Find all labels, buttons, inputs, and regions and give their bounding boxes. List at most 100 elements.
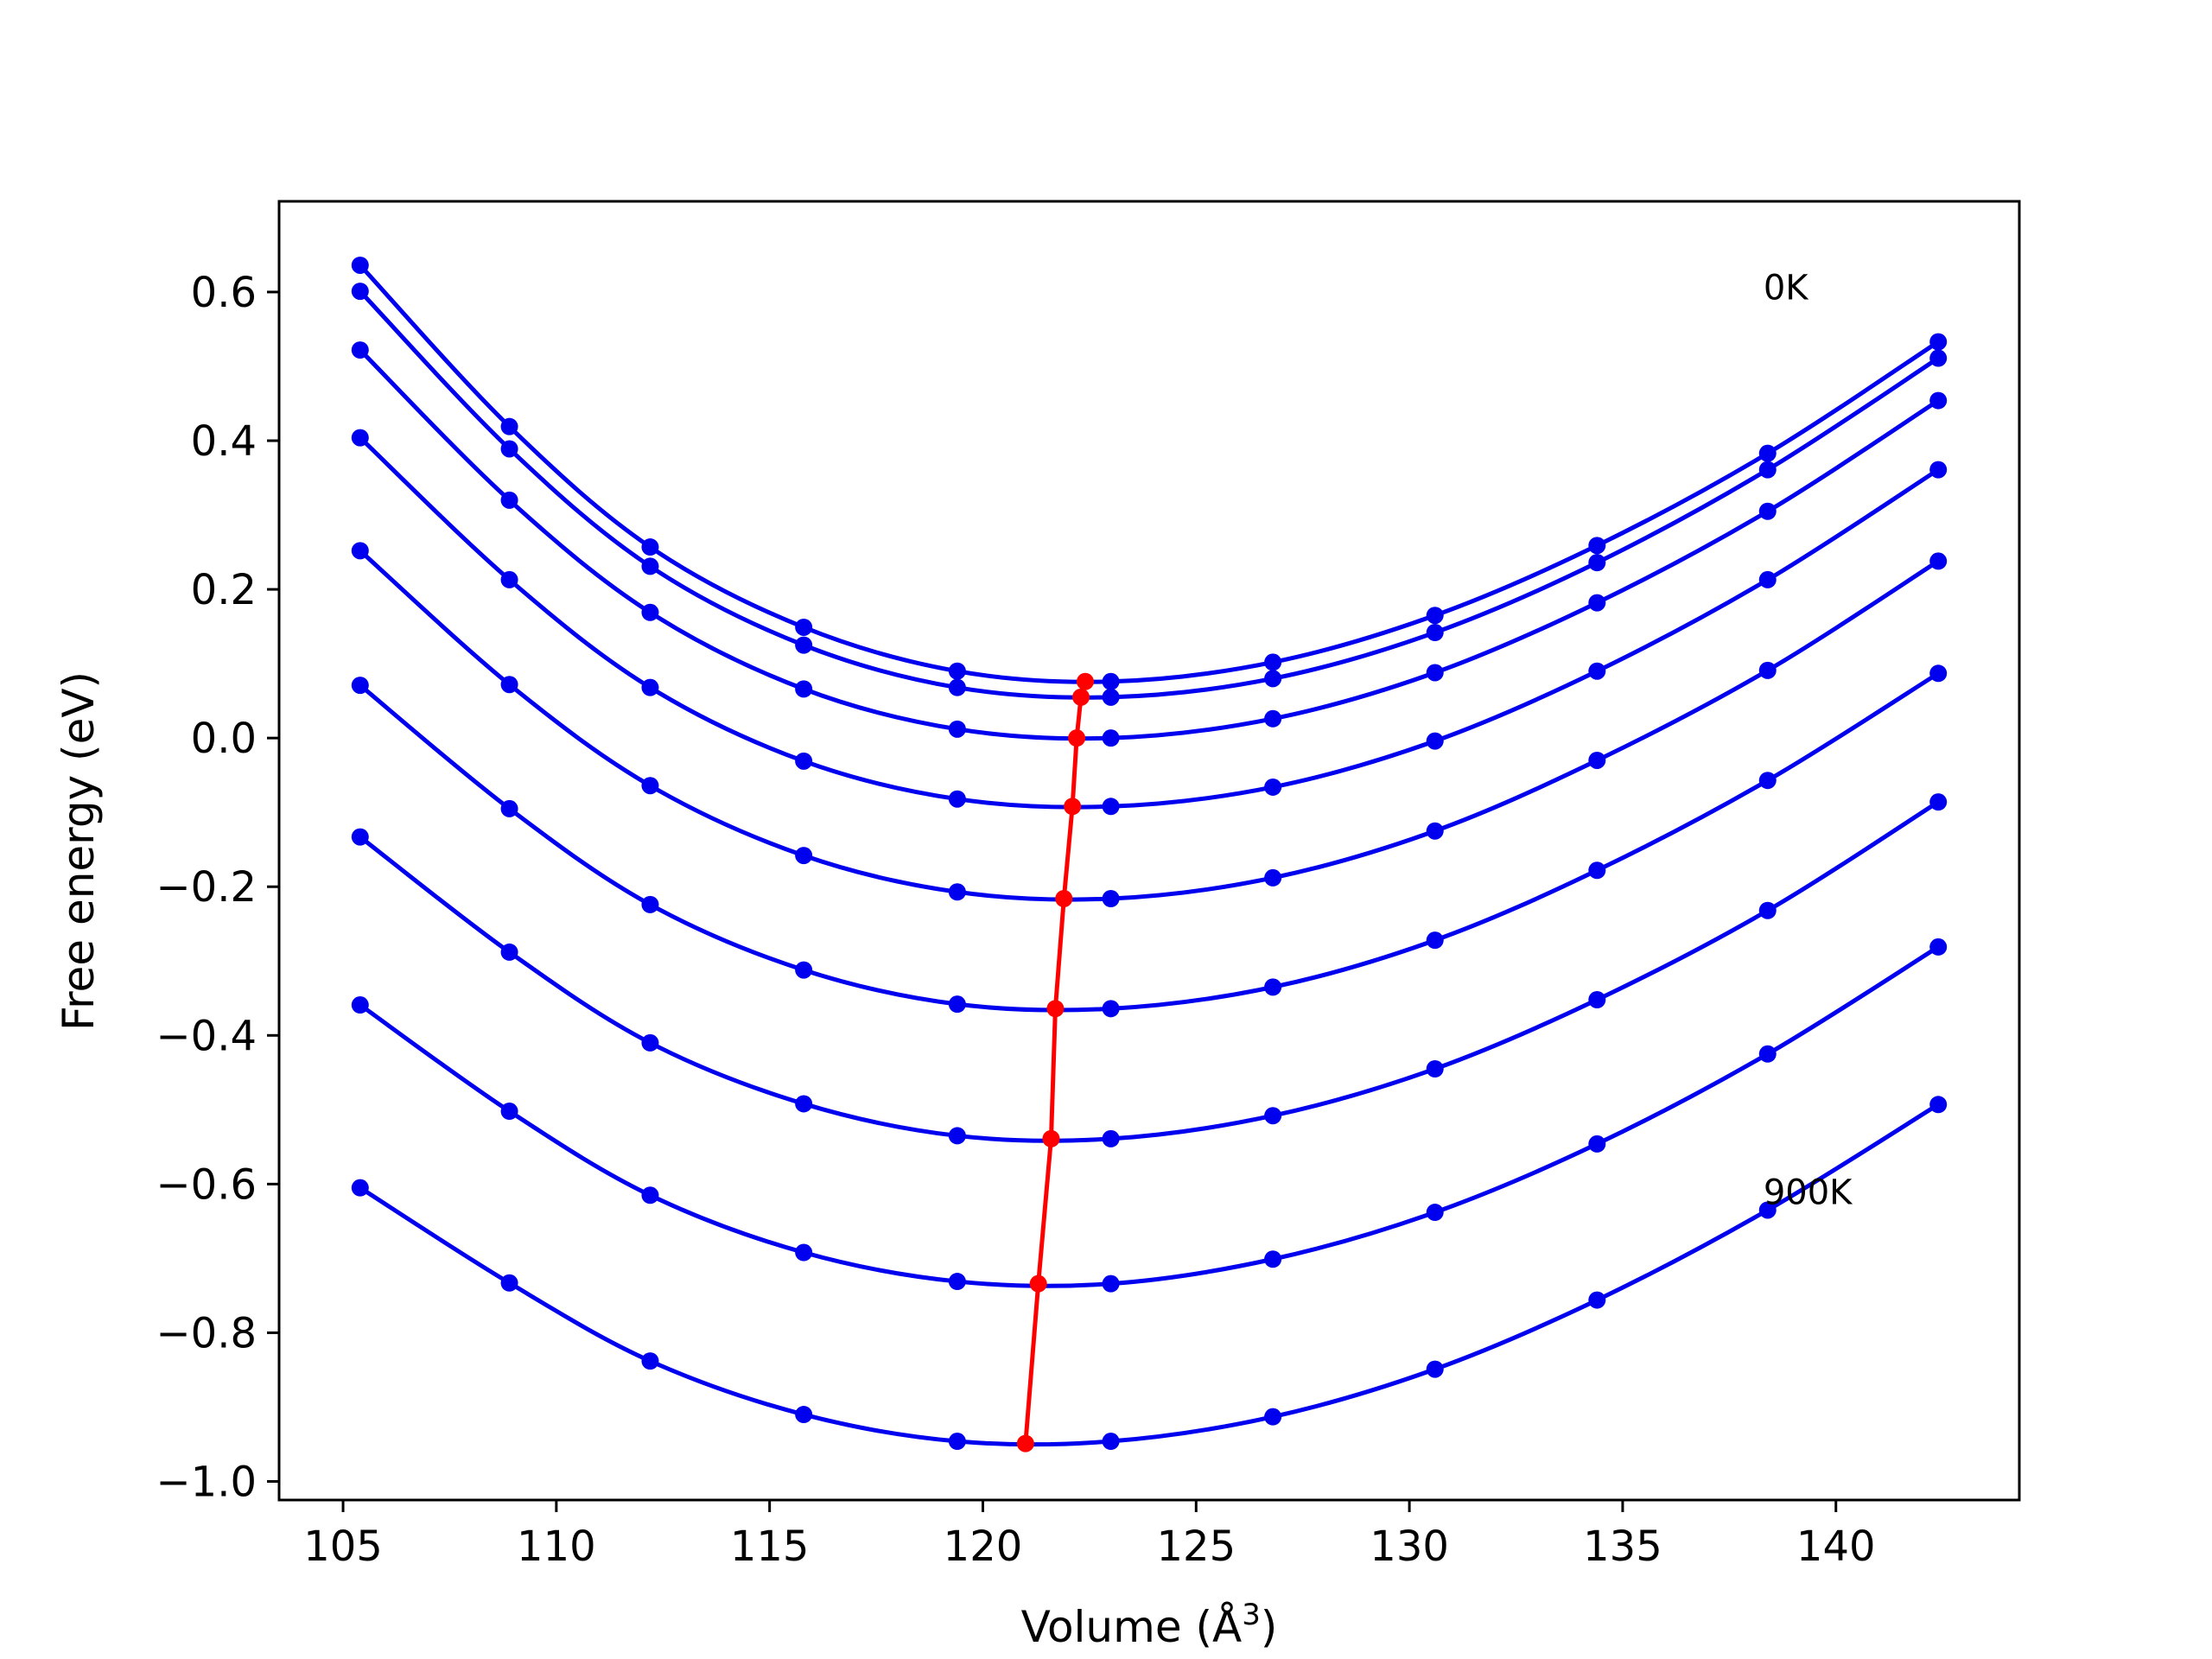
data-point	[1426, 664, 1444, 682]
data-point	[641, 1186, 659, 1205]
x-tick-label: 105	[303, 1522, 383, 1571]
data-point	[1264, 868, 1282, 887]
data-point	[1588, 662, 1606, 680]
data-point	[948, 1273, 966, 1291]
series-line	[359, 549, 1940, 902]
data-point	[641, 777, 659, 795]
data-point	[1929, 938, 1948, 956]
data-point	[1102, 672, 1120, 690]
minimum-point	[1055, 889, 1073, 907]
data-point	[948, 1127, 966, 1145]
data-point	[641, 603, 659, 621]
data-point	[1426, 1204, 1444, 1222]
data-point	[1588, 751, 1606, 769]
data-point	[1929, 349, 1948, 367]
y-tick-label: 0.6	[191, 269, 257, 317]
data-point	[1426, 732, 1444, 750]
data-point	[1102, 889, 1120, 907]
data-point	[1264, 978, 1282, 996]
data-point	[641, 557, 659, 575]
data-point	[1426, 623, 1444, 641]
data-point	[1758, 570, 1777, 588]
data-point	[500, 676, 518, 694]
data-point	[795, 1095, 813, 1113]
y-tick-label: −0.2	[156, 863, 257, 912]
x-tick-label: 110	[517, 1522, 596, 1571]
series-line	[359, 671, 1940, 1013]
series-line	[359, 1103, 1940, 1447]
data-point	[1929, 391, 1948, 410]
data-point	[351, 677, 369, 695]
x-axis-label: Volume (Å3)	[1021, 1598, 1278, 1652]
y-tick-label: −0.4	[156, 1012, 257, 1060]
x-tick-label: 125	[1156, 1522, 1236, 1571]
x-tick-label: 115	[730, 1522, 810, 1571]
minimum-point	[1042, 1129, 1060, 1147]
data-point	[795, 752, 813, 770]
data-point	[641, 678, 659, 696]
data-point	[948, 790, 966, 808]
data-point	[795, 680, 813, 698]
x-tick-label: 135	[1583, 1522, 1662, 1571]
data-point	[500, 1103, 518, 1121]
data-point	[1758, 1201, 1777, 1219]
data-point	[1426, 1360, 1444, 1378]
data-point	[500, 943, 518, 961]
data-point	[948, 1433, 966, 1451]
data-point	[1426, 822, 1444, 840]
data-point	[795, 618, 813, 636]
data-point	[795, 636, 813, 654]
data-point	[795, 1406, 813, 1424]
data-point	[351, 996, 369, 1014]
data-point	[500, 417, 518, 435]
data-point	[795, 847, 813, 865]
data-point	[500, 1274, 518, 1292]
minimum-point	[1016, 1434, 1034, 1452]
minima-series	[1016, 672, 1094, 1452]
data-point	[1102, 798, 1120, 816]
minimum-point	[1068, 729, 1086, 747]
data-point	[1426, 931, 1444, 950]
y-tick-label: 0.0	[191, 715, 257, 763]
data-point	[1758, 661, 1777, 679]
data-point	[1588, 594, 1606, 612]
data-point	[1588, 1291, 1606, 1309]
y-axis-ticks: −1.0 −0.8 −0.6 −0.4 −0.2 0.0 0.2 0.4 0.6	[156, 269, 279, 1506]
data-point	[1264, 653, 1282, 671]
temperature-annotation: 0K	[1764, 269, 1809, 308]
series-line	[358, 289, 1940, 700]
data-point	[500, 440, 518, 458]
data-point	[1264, 1250, 1282, 1268]
data-point	[1929, 333, 1948, 351]
annotations: 0K 900K	[1764, 269, 1853, 1213]
data-point	[1758, 1045, 1777, 1063]
data-point	[1588, 1135, 1606, 1153]
data-point	[1758, 461, 1777, 479]
x-tick-label: 120	[944, 1522, 1023, 1571]
data-point	[1426, 1060, 1444, 1078]
data-point	[1264, 1408, 1282, 1426]
data-point	[795, 961, 813, 979]
data-point	[1929, 552, 1948, 570]
data-point	[1102, 1433, 1120, 1451]
temperature-annotation: 900K	[1764, 1173, 1853, 1213]
series-line	[359, 944, 1940, 1288]
data-point	[948, 883, 966, 901]
data-point	[1758, 901, 1777, 919]
minimum-point	[1046, 1000, 1065, 1018]
data-point	[351, 341, 369, 359]
data-point	[948, 995, 966, 1014]
data-point	[1929, 664, 1948, 683]
data-point	[351, 283, 369, 301]
plot-frame	[277, 200, 2021, 1502]
x-axis-label-superscript: 3	[1242, 1598, 1261, 1632]
y-tick-label: −0.8	[156, 1309, 257, 1357]
plot-area	[351, 256, 1948, 1452]
data-point	[795, 1243, 813, 1262]
x-axis-ticks: 105 110 115 120 125 130 135 140	[303, 1500, 1876, 1571]
minimum-point	[1076, 672, 1094, 690]
data-point	[1102, 688, 1120, 706]
data-point	[1102, 729, 1120, 747]
data-point	[351, 542, 369, 560]
data-point	[1264, 670, 1282, 688]
